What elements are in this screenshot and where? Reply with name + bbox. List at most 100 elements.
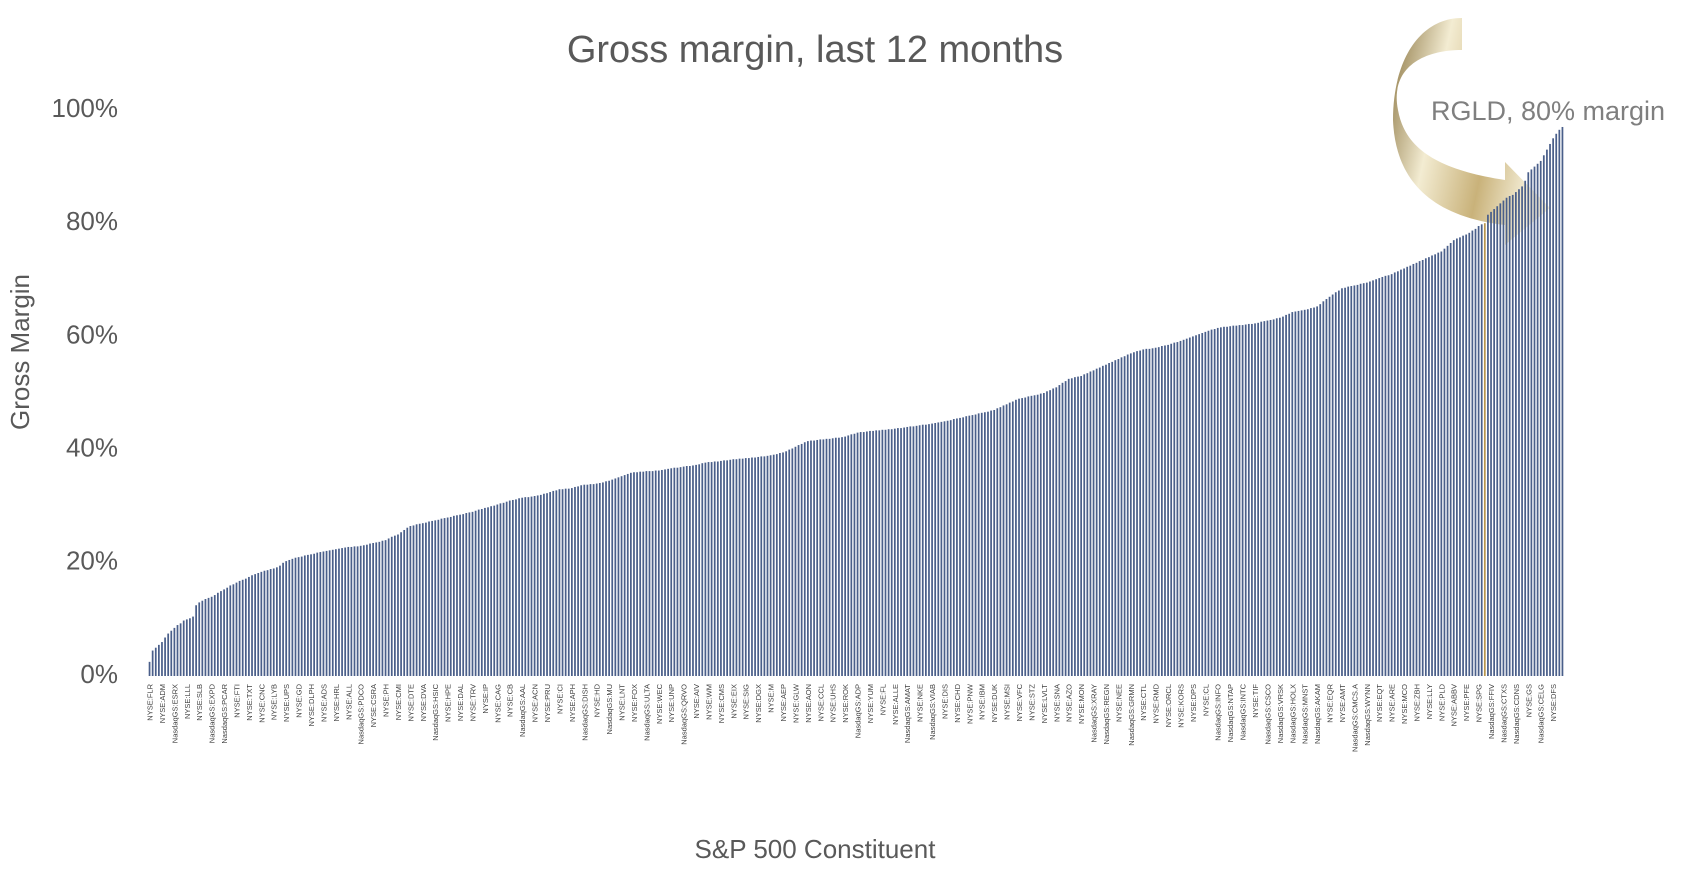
bar: [949, 420, 952, 676]
bar: [1331, 294, 1334, 676]
bar: [921, 424, 924, 676]
x-tick-label: NYSE:UNP: [667, 684, 676, 722]
bar: [1418, 261, 1421, 676]
bar: [1356, 284, 1359, 676]
bar: [763, 456, 766, 676]
bar: [502, 502, 505, 676]
x-tick-label: NYSE:GD: [295, 683, 304, 717]
x-tick-label: NYSE:CNC: [257, 683, 266, 722]
bar: [272, 568, 275, 676]
bar: [334, 549, 337, 676]
bar: [1285, 314, 1287, 676]
bar: [747, 458, 750, 676]
bar: [841, 437, 843, 676]
x-tick-label: NasdaqGS:AMAT: [903, 684, 912, 743]
bar: [1303, 309, 1306, 676]
bar: [946, 420, 949, 676]
bar: [642, 471, 645, 676]
bar: [605, 481, 607, 676]
bar: [850, 434, 853, 676]
bar: [319, 552, 322, 676]
bar: [1480, 224, 1483, 676]
bar: [213, 595, 216, 676]
bar: [853, 433, 856, 676]
bar: [254, 574, 257, 676]
x-tick-label: NasdaqGS:FFIV: [1487, 684, 1496, 739]
bar: [232, 584, 235, 676]
x-tick-label: NYSE:PNW: [965, 683, 974, 724]
bar: [1446, 245, 1449, 676]
bar: [651, 471, 654, 676]
bar: [1288, 313, 1291, 676]
bar: [1142, 349, 1145, 676]
x-tick-label: NYSE:ACN: [531, 684, 540, 722]
x-tick-label: NYSE:NKE: [916, 684, 925, 722]
x-tick-label: NYSE:STZ: [1027, 684, 1036, 721]
bar: [344, 547, 347, 676]
bar: [822, 439, 825, 676]
bar: [331, 549, 334, 676]
bar: [1459, 237, 1461, 676]
bar: [897, 428, 899, 676]
bar: [1049, 390, 1051, 676]
x-tick-label: NasdaqGS:VRSK: [1276, 684, 1285, 743]
bar: [772, 454, 775, 676]
bar: [1008, 402, 1011, 676]
x-tick-label: NYSE:NEE: [1114, 684, 1123, 722]
bar: [1536, 163, 1539, 676]
bar: [1487, 214, 1489, 676]
bar: [1160, 346, 1163, 676]
bar: [1300, 310, 1303, 676]
bar: [406, 527, 409, 676]
bar: [561, 489, 564, 676]
bar: [372, 542, 375, 676]
bar: [893, 428, 896, 676]
bar: [1204, 331, 1207, 676]
bar: [1030, 395, 1033, 676]
bar: [266, 570, 269, 676]
x-tick-label: NYSE:AEP: [779, 684, 788, 722]
bar: [269, 569, 272, 676]
bar: [800, 443, 803, 676]
bar: [477, 509, 480, 676]
bar: [440, 518, 443, 676]
bar: [1039, 393, 1042, 676]
x-tick-label: NYSE:CB: [506, 684, 515, 717]
x-tick-label: NYSE:FOX: [630, 684, 639, 722]
bar: [1341, 288, 1343, 676]
bar: [862, 432, 865, 676]
bar: [1549, 143, 1551, 676]
bar: [1263, 321, 1266, 676]
bar: [1083, 374, 1086, 676]
x-tick-label: NasdaqGS:PCAR: [220, 683, 229, 743]
bar: [170, 630, 173, 676]
bar: [980, 412, 983, 676]
bar: [766, 455, 769, 676]
bar: [248, 576, 250, 676]
bar: [210, 596, 213, 676]
bar: [378, 541, 381, 676]
bar: [1129, 353, 1132, 676]
bar: [524, 497, 527, 676]
bar: [257, 572, 260, 676]
bar: [785, 451, 788, 676]
x-tick-label: NYSE:CHD: [953, 683, 962, 722]
x-tick-label: NYSE:PLD: [1437, 683, 1446, 721]
bar: [176, 625, 179, 676]
bar: [1058, 385, 1061, 676]
x-tick-label: NYSE:TRV: [468, 684, 477, 721]
bar: [465, 512, 468, 676]
bar: [316, 552, 319, 676]
bar: [657, 470, 660, 676]
x-tick-label: NasdaqGS:CTXS: [1499, 684, 1508, 743]
bar: [1561, 126, 1564, 677]
bar: [1499, 203, 1502, 676]
bar: [589, 484, 592, 676]
x-tick-label: NYSE:LNT: [618, 684, 627, 721]
x-tick-label: NYSE:PH: [382, 684, 391, 717]
x-tick-label: NYSE:CI: [555, 684, 564, 714]
bar: [971, 415, 974, 676]
bar: [595, 483, 598, 676]
bar: [1185, 338, 1188, 676]
bar: [421, 523, 424, 676]
